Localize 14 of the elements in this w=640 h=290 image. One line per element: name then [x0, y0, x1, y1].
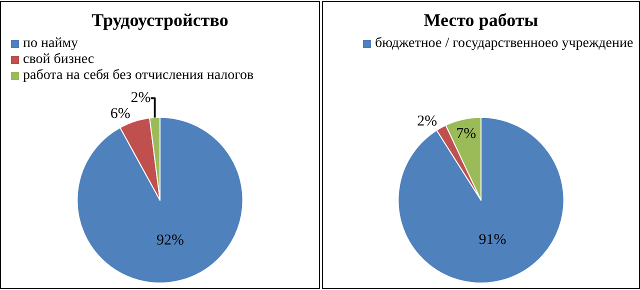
data-label: 2% [417, 114, 438, 130]
pie-slice [76, 116, 244, 284]
legend-label: бюджетное / государственноео учреждение [375, 36, 634, 52]
legend-label: по найму [23, 36, 78, 52]
chart-title: Место работы [424, 10, 538, 30]
pie-slice [398, 116, 564, 284]
legend-label: свой бизнес [23, 52, 94, 68]
data-label: 6% [110, 106, 130, 122]
data-label: 91% [478, 232, 506, 248]
data-label: 7% [456, 126, 476, 142]
legend-label: работа на себя без отчисления налогов [23, 68, 254, 84]
chart-title: Трудоустройство [92, 10, 228, 30]
data-label: 92% [156, 232, 184, 248]
data-label: 2% [130, 90, 151, 106]
